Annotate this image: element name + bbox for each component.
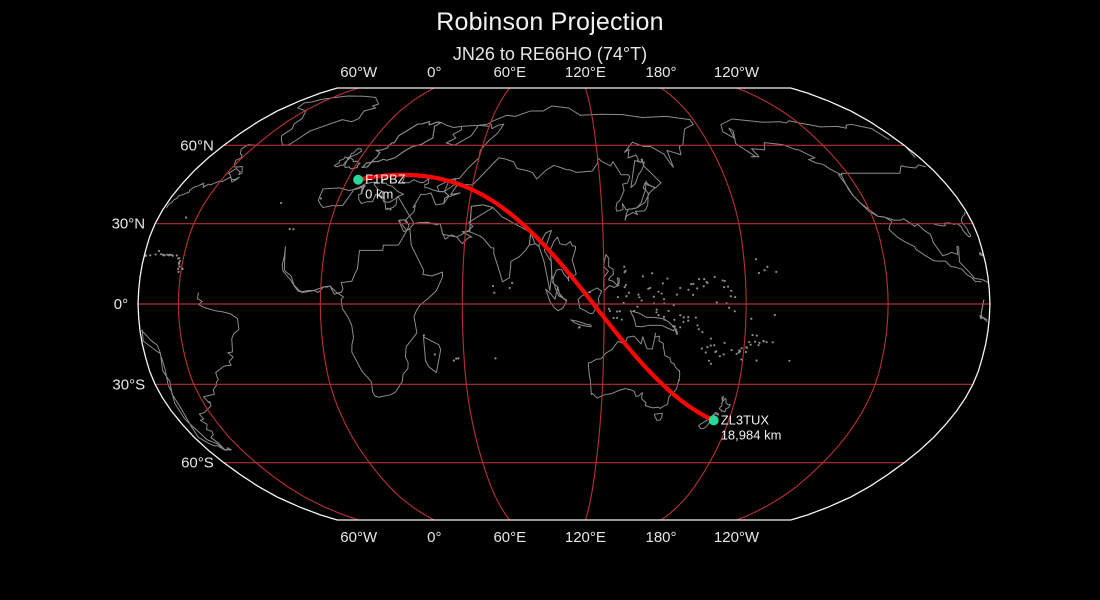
svg-text:30°N: 30°N (112, 216, 146, 233)
svg-text:0 km: 0 km (365, 187, 393, 202)
svg-text:120°W: 120°W (714, 64, 760, 81)
svg-text:60°N: 60°N (180, 137, 214, 154)
svg-text:30°S: 30°S (112, 376, 145, 393)
svg-text:F1PBZ: F1PBZ (365, 172, 406, 187)
svg-text:60°E: 60°E (493, 64, 526, 81)
svg-text:60°E: 60°E (493, 529, 526, 546)
svg-text:18,984 km: 18,984 km (721, 427, 782, 442)
svg-text:120°W: 120°W (714, 529, 760, 546)
svg-text:120°E: 120°E (565, 529, 606, 546)
svg-text:0°: 0° (114, 296, 128, 313)
svg-text:60°W: 60°W (340, 529, 378, 546)
svg-text:120°E: 120°E (565, 64, 606, 81)
svg-text:ZL3TUX: ZL3TUX (721, 412, 770, 427)
svg-text:60°S: 60°S (181, 455, 214, 472)
svg-text:60°W: 60°W (340, 64, 378, 81)
svg-text:0°: 0° (427, 529, 441, 546)
svg-text:0°: 0° (427, 64, 441, 81)
svg-text:180°: 180° (645, 64, 676, 81)
svg-text:180°: 180° (645, 529, 676, 546)
